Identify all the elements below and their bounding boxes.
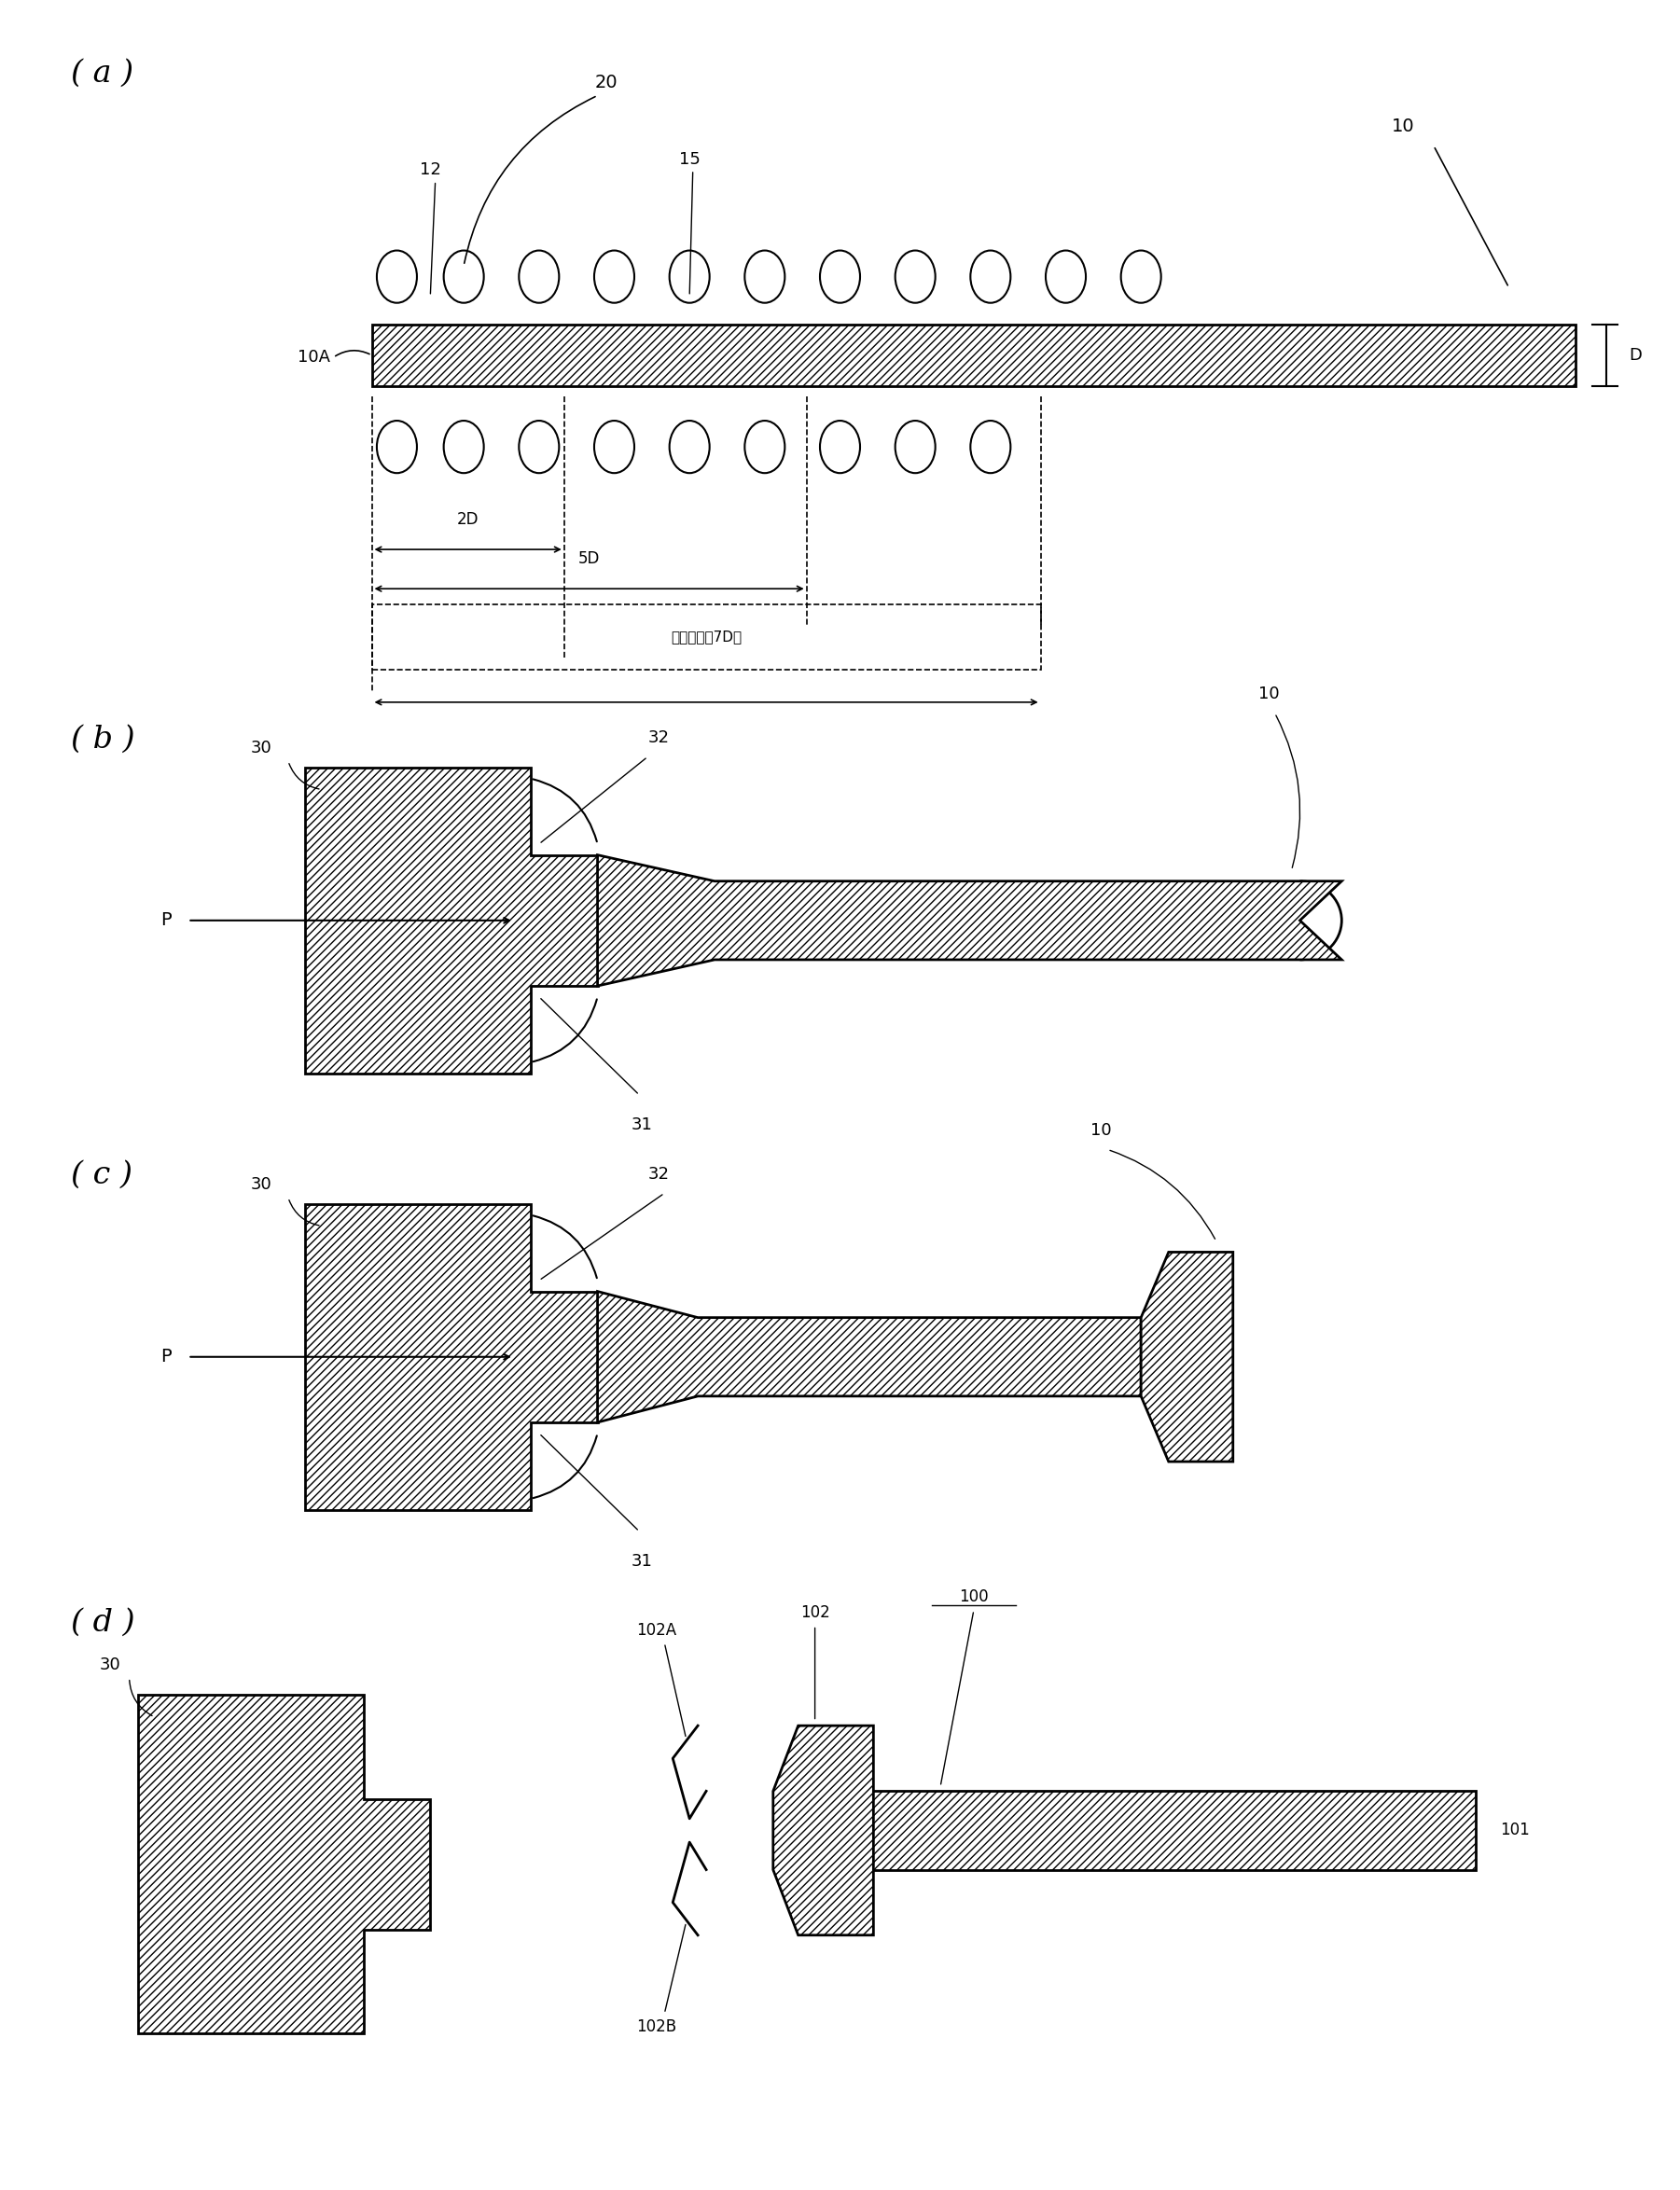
Text: 端部区域（7D）: 端部区域（7D） [670,631,743,644]
Text: 31: 31 [632,1117,652,1134]
Text: 100: 100 [959,1590,988,1605]
Polygon shape [773,1726,874,1936]
Polygon shape [598,1292,1141,1421]
Text: P: P [160,911,171,929]
Text: 2D: 2D [457,510,479,528]
Text: ( c ): ( c ) [71,1161,133,1191]
Bar [371,604,1040,670]
Text: 32: 32 [648,729,669,747]
Text: 30: 30 [250,1176,272,1194]
Text: 102A: 102A [637,1621,675,1638]
Text: 10: 10 [1258,685,1278,703]
Text: D: D [1630,346,1643,364]
Text: 15: 15 [679,151,701,169]
Text: 20: 20 [595,74,617,92]
Polygon shape [598,854,1342,985]
Text: 30: 30 [250,740,272,758]
Text: 102: 102 [800,1603,830,1621]
Bar [371,324,1576,385]
Polygon shape [304,769,598,1073]
Text: P: P [160,1349,171,1367]
Polygon shape [1141,1253,1233,1461]
Text: 10: 10 [1391,116,1415,136]
Text: 12: 12 [420,162,440,177]
Text: 31: 31 [632,1553,652,1570]
Text: 30: 30 [99,1656,121,1673]
Text: 102B: 102B [637,2017,675,2035]
Polygon shape [138,1695,430,2032]
Text: ( a ): ( a ) [71,59,133,88]
Text: 101: 101 [1500,1822,1530,1840]
Text: ( d ): ( d ) [71,1607,134,1638]
Text: 10A: 10A [297,348,329,366]
Text: ( b ): ( b ) [71,725,134,753]
Text: 10: 10 [1090,1121,1112,1139]
Polygon shape [304,1204,598,1509]
Polygon shape [773,1791,1475,1870]
Text: 5D: 5D [578,550,600,567]
Text: 32: 32 [648,1165,669,1183]
